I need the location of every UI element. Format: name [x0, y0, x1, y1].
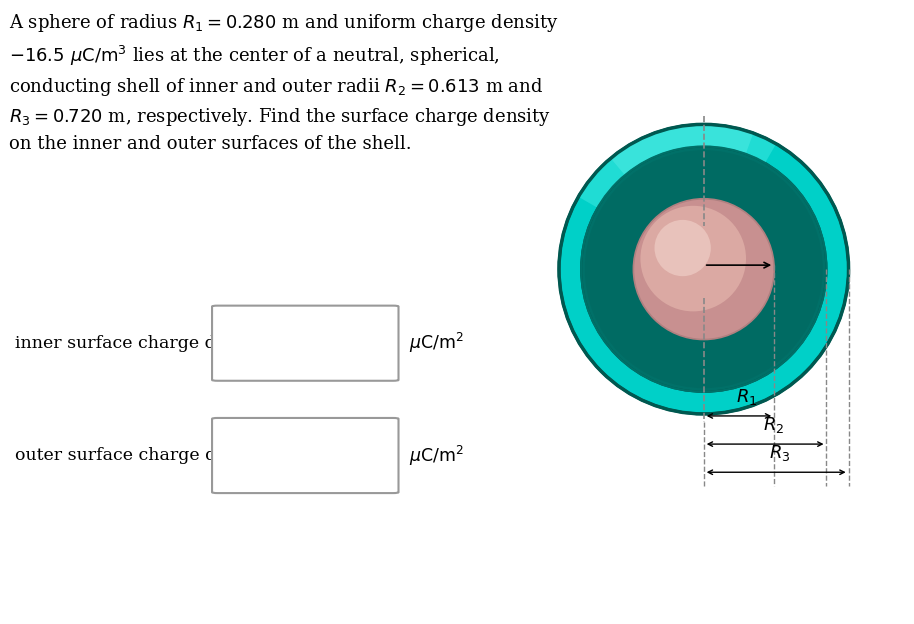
Text: outer surface charge density:: outer surface charge density:: [15, 447, 274, 464]
Circle shape: [633, 199, 774, 339]
Text: $R_1$: $R_1$: [737, 387, 758, 407]
Circle shape: [654, 220, 711, 276]
Circle shape: [585, 150, 823, 388]
Text: $R_2$: $R_2$: [762, 415, 784, 436]
FancyBboxPatch shape: [212, 306, 399, 381]
Text: $R_3$: $R_3$: [770, 444, 791, 464]
Circle shape: [581, 147, 826, 392]
FancyBboxPatch shape: [212, 418, 399, 493]
Wedge shape: [611, 124, 753, 174]
Circle shape: [641, 206, 746, 311]
Text: inner surface charge density:: inner surface charge density:: [15, 334, 274, 352]
Text: $\mu\mathrm{C/m}^2$: $\mu\mathrm{C/m}^2$: [409, 331, 464, 355]
Text: $\mu\mathrm{C/m}^2$: $\mu\mathrm{C/m}^2$: [409, 444, 464, 467]
Text: A sphere of radius $R_1 = 0.280$ m and uniform charge density
$-16.5~\mu\mathrm{: A sphere of radius $R_1 = 0.280$ m and u…: [9, 12, 559, 153]
Circle shape: [559, 124, 848, 414]
Wedge shape: [579, 124, 776, 208]
